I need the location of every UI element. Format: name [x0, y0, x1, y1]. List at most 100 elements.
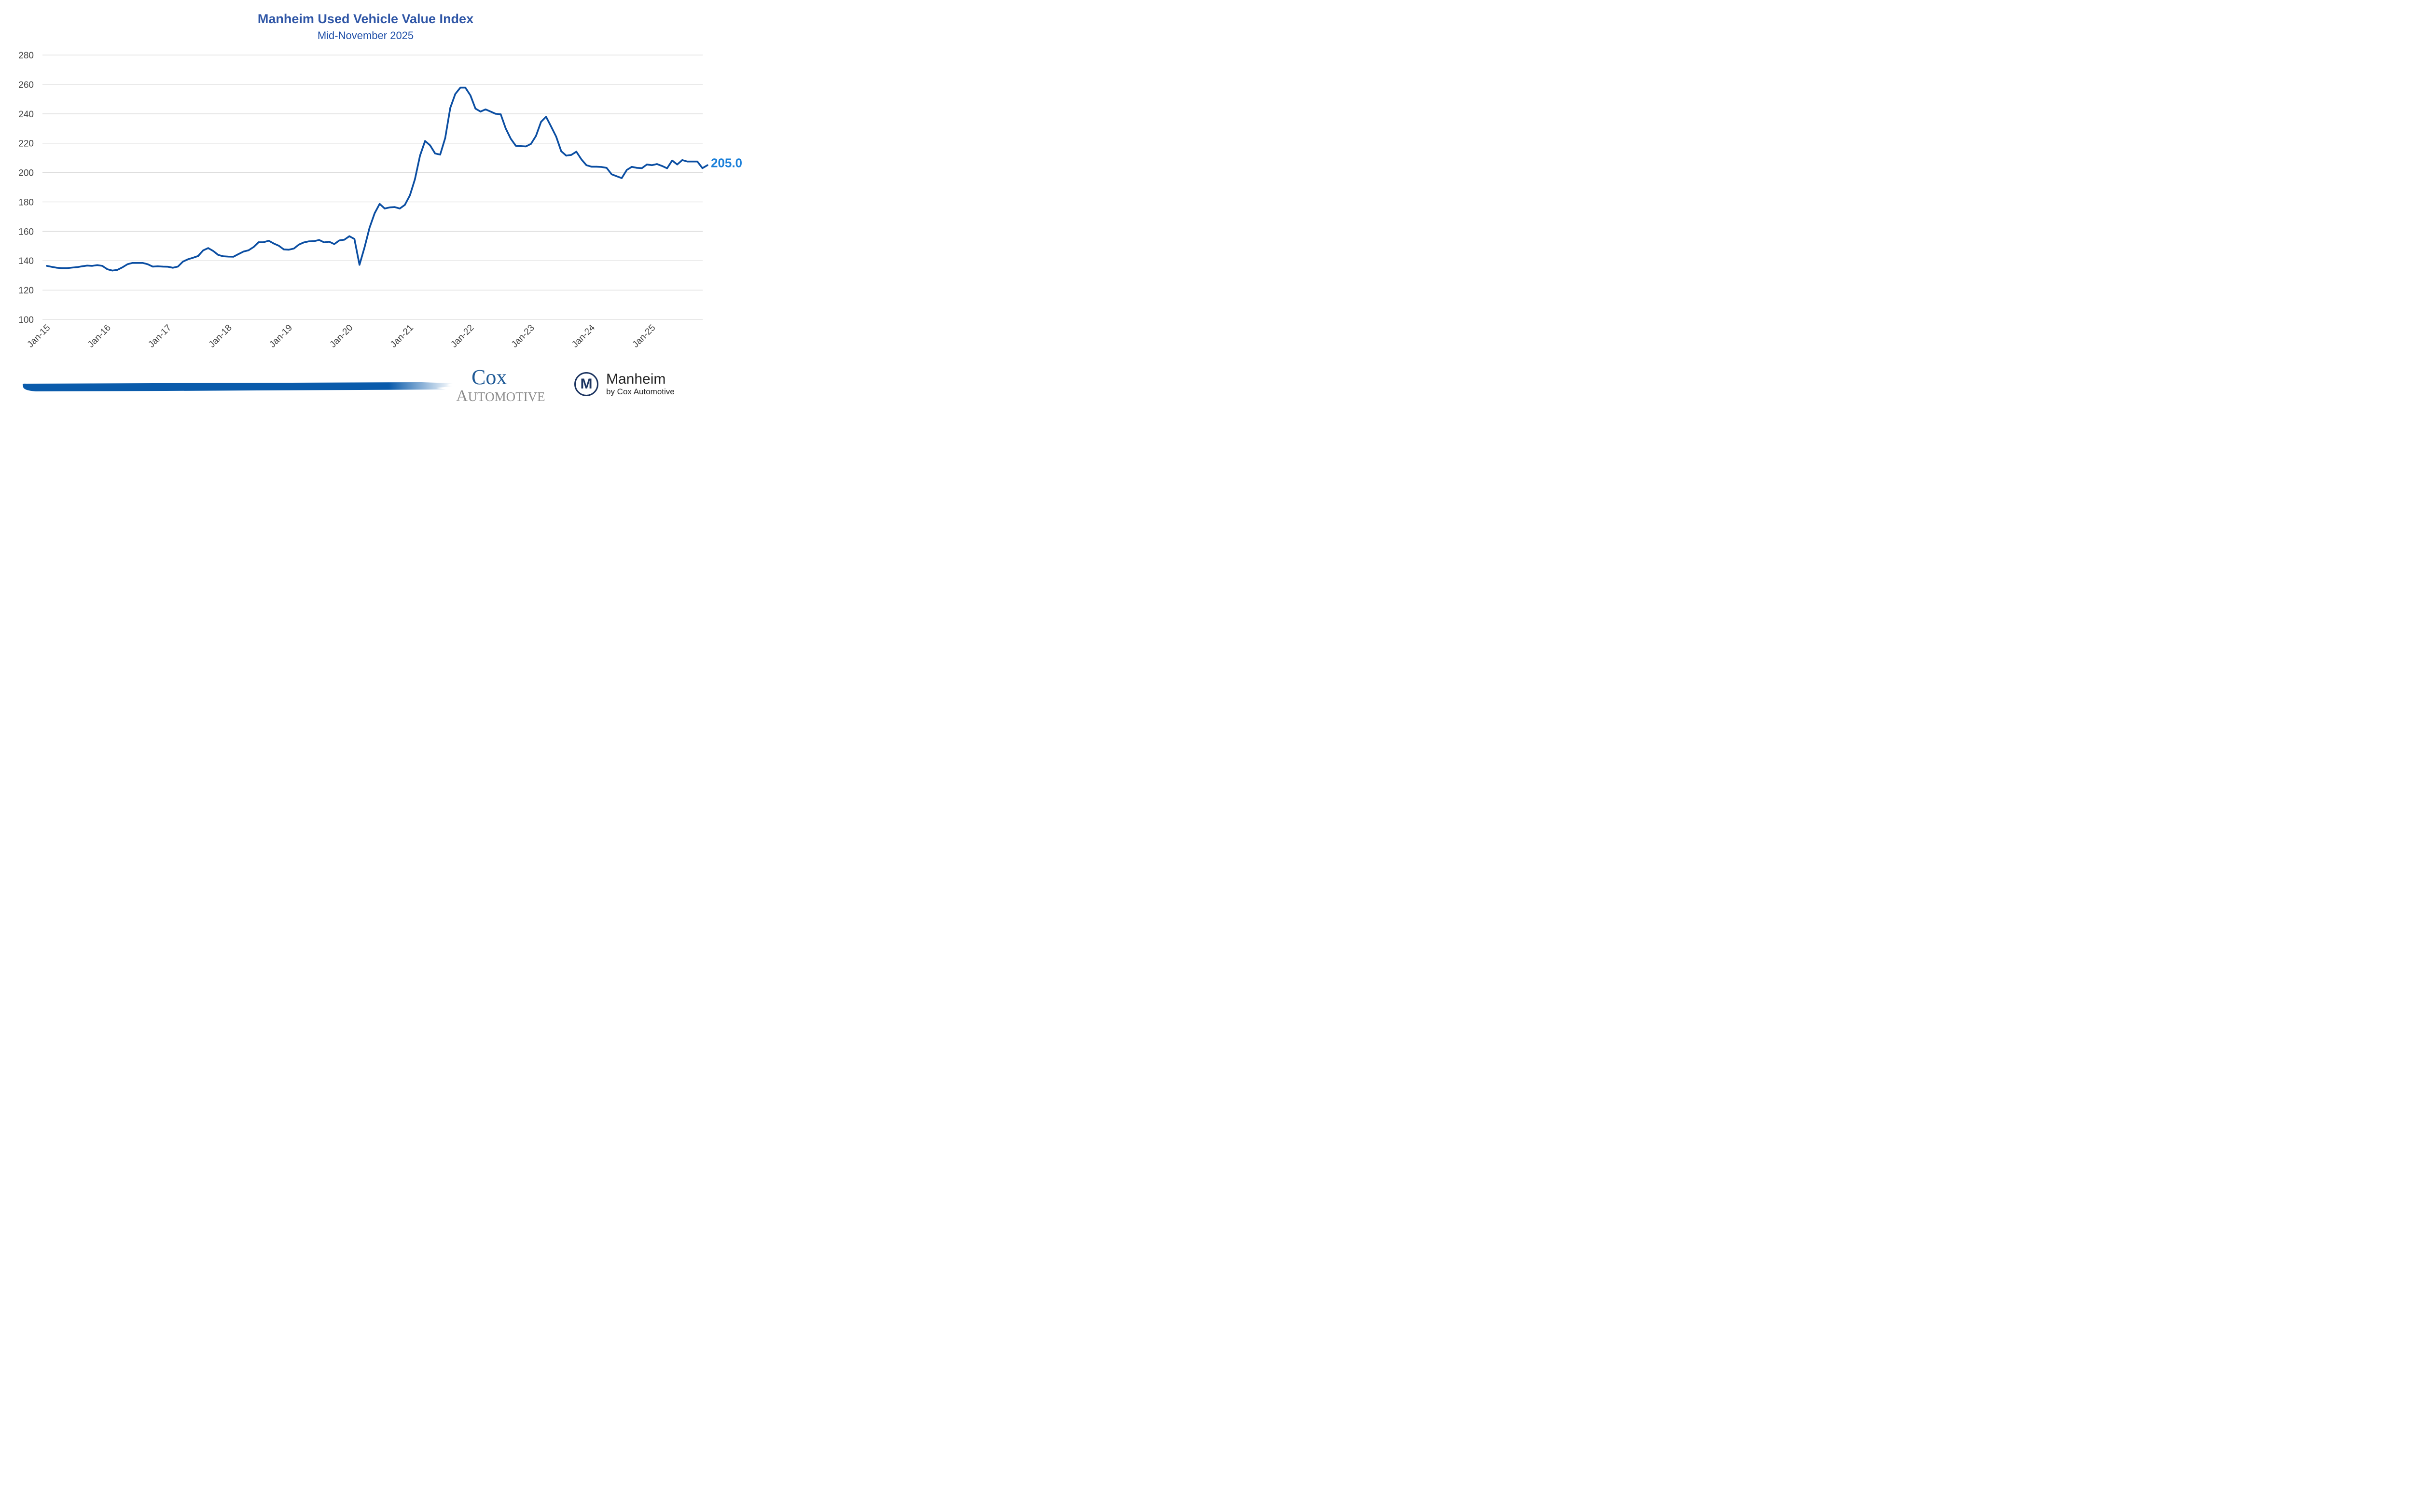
data-point	[686, 161, 688, 163]
data-point	[137, 262, 139, 264]
data-point	[303, 241, 305, 243]
data-point	[621, 177, 623, 179]
data-point	[384, 208, 386, 209]
data-point	[157, 265, 159, 267]
data-point	[152, 265, 154, 268]
data-point	[106, 268, 108, 270]
gridlines	[42, 55, 703, 320]
data-point	[490, 111, 492, 112]
x-tick-label: Jan-19	[267, 323, 294, 350]
data-point	[596, 166, 597, 167]
y-tick-label: 100	[18, 315, 34, 325]
data-point	[651, 164, 653, 166]
data-point	[363, 247, 365, 249]
data-point	[575, 151, 577, 153]
data-point	[192, 257, 194, 259]
data-point	[439, 153, 441, 156]
data-point	[374, 212, 375, 214]
data-point	[132, 262, 134, 264]
x-tick-label: Jan-25	[631, 323, 658, 350]
chart-title: Manheim Used Vehicle Value Index	[257, 12, 474, 26]
data-point	[429, 144, 431, 146]
data-point	[404, 204, 406, 206]
data-point	[76, 266, 78, 268]
data-point	[570, 154, 572, 156]
data-point	[71, 266, 73, 269]
data-point	[520, 145, 522, 147]
data-point	[474, 108, 476, 110]
x-tick-label: Jan-23	[510, 323, 537, 350]
data-point	[51, 266, 53, 268]
data-point	[283, 249, 285, 250]
x-tick-label: Jan-24	[570, 322, 597, 349]
x-tick-label: Jan-16	[86, 323, 113, 350]
data-point	[707, 164, 708, 166]
chart-subtitle: Mid-November 2025	[317, 29, 414, 42]
data-point	[555, 136, 557, 138]
data-point	[162, 265, 164, 268]
data-point	[454, 93, 457, 95]
data-point	[353, 238, 356, 240]
data-point	[308, 240, 310, 242]
data-point	[66, 267, 68, 269]
x-tick-label: Jan-18	[207, 323, 234, 350]
data-point	[343, 239, 346, 241]
data-point	[591, 166, 593, 167]
data-point	[56, 267, 58, 269]
y-tick-label: 200	[18, 168, 34, 179]
data-point	[631, 166, 633, 168]
x-axis-ticks: Jan-15 Jan-16 Jan-17 Jan-18 Jan-19 Jan-20 Jan-…	[26, 322, 658, 349]
manheim-mark: M	[580, 376, 593, 392]
data-point	[530, 143, 532, 145]
data-point	[96, 264, 98, 266]
y-tick-label: 280	[18, 51, 34, 61]
data-points	[46, 86, 708, 272]
data-point	[470, 95, 472, 97]
data-point	[273, 243, 275, 245]
cox-logo-rest: UTOMOTIVE	[468, 389, 545, 404]
data-point	[187, 258, 189, 260]
data-point	[147, 263, 149, 265]
series-line-index	[46, 86, 708, 272]
data-point	[359, 264, 361, 266]
data-point	[525, 145, 527, 147]
data-point	[394, 206, 396, 208]
data-point	[91, 265, 93, 267]
data-point	[600, 166, 603, 168]
cox-logo-top: Cox	[472, 365, 507, 389]
data-point	[666, 167, 668, 169]
data-point	[278, 245, 280, 247]
data-point	[676, 164, 678, 166]
data-point	[464, 86, 466, 89]
data-point	[610, 173, 612, 175]
y-tick-label: 180	[18, 197, 34, 208]
data-point	[328, 241, 330, 243]
data-point	[545, 116, 547, 118]
data-point	[585, 164, 587, 166]
data-point	[222, 255, 224, 257]
data-point	[126, 263, 128, 265]
data-point	[399, 208, 401, 209]
manheim-name: Manheim	[606, 371, 666, 387]
data-point	[101, 265, 103, 267]
data-point	[233, 256, 235, 258]
x-tick-label: Jan-21	[388, 323, 416, 350]
x-tick-label: Jan-20	[328, 323, 355, 350]
data-point	[46, 265, 48, 267]
data-point	[122, 266, 124, 268]
cox-logo-bottom: AUTOMOTIVE	[456, 388, 545, 405]
brush-stroke-decoration	[22, 382, 453, 391]
data-point	[61, 267, 63, 269]
data-point	[369, 227, 371, 229]
x-tick-label: Jan-15	[26, 323, 53, 350]
y-tick-label: 240	[18, 110, 34, 120]
data-point	[636, 167, 638, 169]
data-point	[333, 243, 335, 245]
data-point	[227, 256, 229, 258]
data-point	[424, 140, 426, 142]
y-tick-label: 160	[18, 227, 34, 237]
data-point	[313, 240, 315, 242]
data-point	[661, 165, 663, 167]
data-point	[212, 250, 214, 252]
